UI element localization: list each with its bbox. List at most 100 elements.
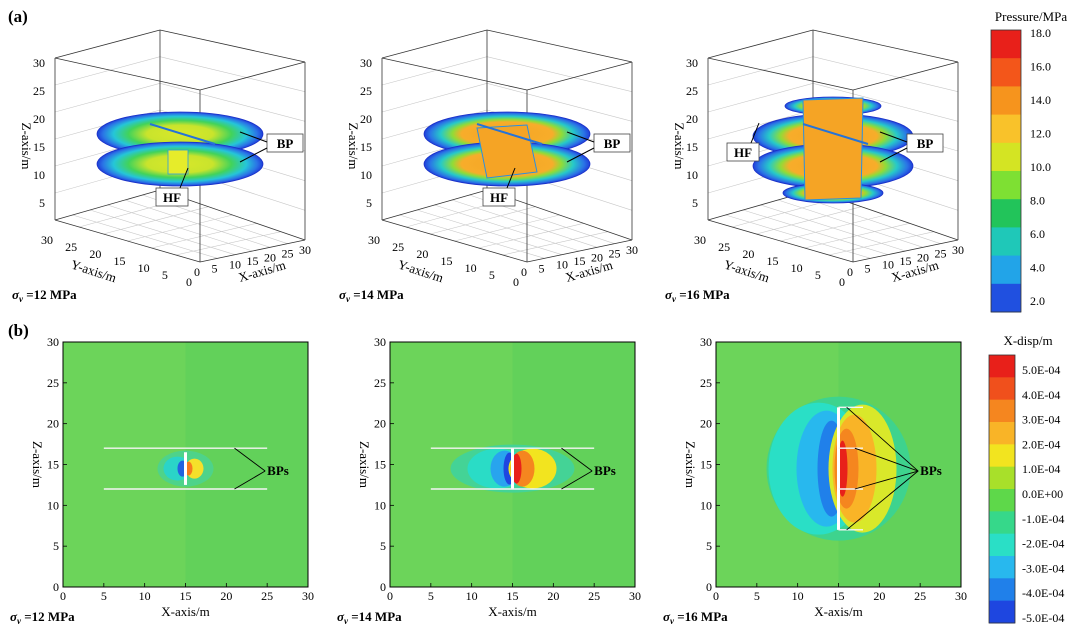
- sigma-caption: σv =14 MPa: [337, 609, 402, 626]
- x-tick-label: 5: [754, 589, 760, 603]
- cube-edge: [707, 29, 814, 59]
- y-tick-label: 10: [465, 261, 477, 275]
- sigma-symbol: σ: [10, 609, 18, 624]
- x-tick-label: 20: [220, 589, 232, 603]
- x-tick-label: 15: [833, 589, 845, 603]
- colorbar-band: [989, 422, 1015, 445]
- x-tick-label: 15: [574, 254, 586, 268]
- x-tick-label: 25: [914, 589, 926, 603]
- z-tick-label: 0: [706, 580, 712, 594]
- y-tick-label: 5: [815, 268, 821, 282]
- cube-edge: [707, 57, 854, 91]
- grid-line: [828, 231, 934, 256]
- x-tick-label: 0: [847, 265, 853, 279]
- cube-edge: [199, 239, 306, 263]
- z-tick-label: 25: [360, 84, 372, 98]
- z-tick-label: 20: [47, 417, 59, 431]
- sigma-value: =16 MPa: [674, 609, 728, 624]
- y-tick-label: 25: [718, 240, 730, 254]
- x-axis-label: X-axis/m: [161, 604, 209, 619]
- colorbar-frame: [988, 354, 1016, 624]
- bp-label: BP: [604, 136, 621, 151]
- colorbar-band: [991, 30, 1021, 59]
- colorbar-band: [991, 199, 1021, 228]
- z-tick-label: 30: [686, 56, 698, 70]
- y-tick-label: 30: [694, 233, 706, 247]
- bps-leader: [561, 470, 593, 490]
- hf-arrow: [179, 167, 189, 189]
- z-axis-label: Z-axis/m: [683, 441, 698, 488]
- grid-line: [151, 223, 257, 249]
- z-tick-label: 30: [374, 335, 386, 349]
- xdisp-contour-plot-16mpa: BPs 0 5 10 15 20 25 30 0 5 10 15 20 25 30 X-axis/m Z-axi…: [663, 335, 967, 626]
- grid-line: [486, 83, 633, 122]
- colorbar-tick-label: 14.0: [1030, 93, 1051, 107]
- fracture-trace: [476, 123, 543, 145]
- bps-leader: [561, 447, 593, 472]
- bp-label-box: [593, 133, 631, 153]
- z-tick-label: 30: [47, 335, 59, 349]
- bps-leader: [846, 406, 919, 472]
- xdisp-colorbar-title: X-disp/m: [1003, 333, 1052, 348]
- x-tick-label: 5: [212, 261, 218, 275]
- colorbar-band: [989, 511, 1015, 535]
- grid-line: [451, 199, 598, 248]
- colorbar-tick-label: 2.0: [1030, 294, 1045, 308]
- y-tick-label: 30: [368, 233, 380, 247]
- grid-line: [707, 56, 814, 86]
- y-tick-label: 20: [742, 247, 754, 261]
- grid-line: [486, 56, 633, 92]
- colorbar-band: [989, 355, 1015, 378]
- grid-line: [478, 223, 584, 249]
- grid-line: [454, 214, 560, 242]
- cube-edge: [707, 219, 854, 263]
- y-tick-label: 25: [392, 240, 404, 254]
- z-tick-label: 15: [686, 140, 698, 154]
- y-tick-label: 10: [791, 261, 803, 275]
- cube-edge: [54, 57, 201, 91]
- bp-label-box: [266, 133, 304, 153]
- x-axis-label: X-axis/m: [488, 604, 536, 619]
- x-tick-label: 30: [955, 589, 967, 603]
- bp-arrow: [239, 147, 268, 163]
- x-tick-label: 15: [507, 589, 519, 603]
- bp-arrow: [239, 131, 268, 143]
- z-tick-label: 5: [706, 539, 712, 553]
- colorbar-band: [989, 399, 1015, 423]
- grid-line: [502, 231, 608, 256]
- x-tick-label: 25: [282, 247, 294, 261]
- hf-arrow: [750, 122, 760, 144]
- x-axis-label: X-axis/m: [814, 604, 862, 619]
- sigma-subscript: v: [672, 294, 677, 304]
- grid-line: [381, 83, 488, 113]
- x-tick-label: 0: [60, 589, 66, 603]
- y-tick-label: 0: [186, 275, 192, 289]
- sigma-value: =12 MPa: [23, 287, 77, 302]
- z-tick-label: 20: [360, 112, 372, 126]
- z-tick-label: 5: [366, 196, 372, 210]
- grid-line: [159, 83, 306, 122]
- colorbar-frame: [990, 29, 1022, 313]
- x-tick-label: 15: [247, 254, 259, 268]
- sigma-subscript: v: [344, 616, 349, 626]
- sigma-subscript: v: [17, 616, 22, 626]
- colorbar-band: [991, 114, 1021, 144]
- grid-line: [159, 56, 306, 92]
- x-tick-label: 30: [299, 243, 311, 257]
- fracture-trace: [149, 123, 216, 145]
- y-tick-label: 15: [114, 254, 126, 268]
- x-tick-label: 0: [194, 265, 200, 279]
- colorbar-band: [989, 444, 1015, 468]
- colorbar-tick-label: 16.0: [1030, 60, 1051, 74]
- sigma-subscript: v: [346, 294, 351, 304]
- hydraulic-fracture: [802, 97, 864, 201]
- z-tick-label: 20: [374, 417, 386, 431]
- bp-arrow: [566, 147, 595, 163]
- z-tick-label: 5: [380, 539, 386, 553]
- cube-edge: [381, 189, 488, 221]
- y-tick-label: 30: [41, 233, 53, 247]
- z-tick-label: 15: [360, 140, 372, 154]
- z-tick-label: 30: [360, 56, 372, 70]
